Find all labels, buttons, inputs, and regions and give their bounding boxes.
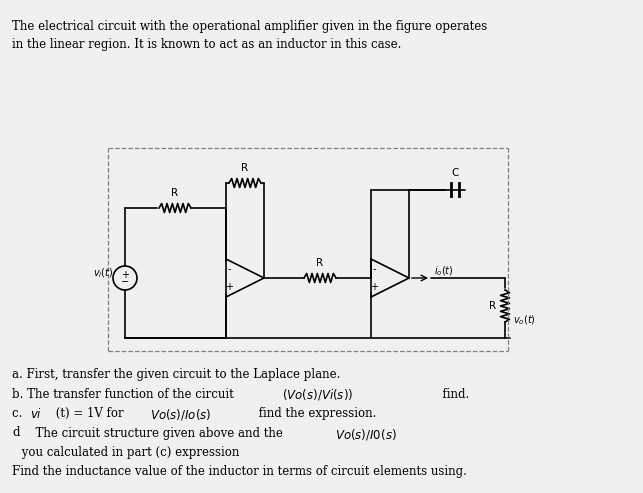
Text: $i_o(t)$: $i_o(t)$ [434,264,454,278]
Text: $v_i(t)$: $v_i(t)$ [93,266,113,280]
Text: $vi$: $vi$ [30,407,42,421]
Text: -: - [372,264,376,275]
Text: d: d [12,426,19,439]
Text: R: R [241,163,249,173]
Text: $Vo(s)/Io(s)$: $Vo(s)/Io(s)$ [150,407,212,422]
Text: The circuit structure given above and the: The circuit structure given above and th… [28,426,287,439]
Text: find the expression.: find the expression. [255,407,376,420]
Text: $v_o(t)$: $v_o(t)$ [513,313,536,327]
Text: (t) = 1V for: (t) = 1V for [52,407,127,420]
Text: a. First, transfer the given circuit to the Laplace plane.: a. First, transfer the given circuit to … [12,368,340,381]
Text: c.: c. [12,407,26,420]
Text: R: R [489,301,496,311]
Text: +: + [225,282,233,291]
Text: The electrical circuit with the operational amplifier given in the figure operat: The electrical circuit with the operatio… [12,20,487,33]
Text: -: - [227,264,231,275]
Text: b. The transfer function of the circuit: b. The transfer function of the circuit [12,387,241,400]
Text: R: R [316,258,323,268]
Text: +: + [370,282,378,291]
Text: you calculated in part (c) expression: you calculated in part (c) expression [18,446,239,459]
Text: find.: find. [435,387,469,400]
Text: Find the inductance value of the inductor in terms of circuit elements using.: Find the inductance value of the inducto… [12,465,467,479]
Text: $(Vo(s)/Vi(s))$: $(Vo(s)/Vi(s))$ [282,387,353,402]
Text: +: + [121,270,129,280]
Text: R: R [172,188,179,198]
Text: $Vo(s)/ I0(s)$: $Vo(s)/ I0(s)$ [335,426,397,442]
Text: in the linear region. It is known to act as an inductor in this case.: in the linear region. It is known to act… [12,38,401,51]
Text: C: C [451,168,458,178]
Text: −: − [121,277,129,286]
